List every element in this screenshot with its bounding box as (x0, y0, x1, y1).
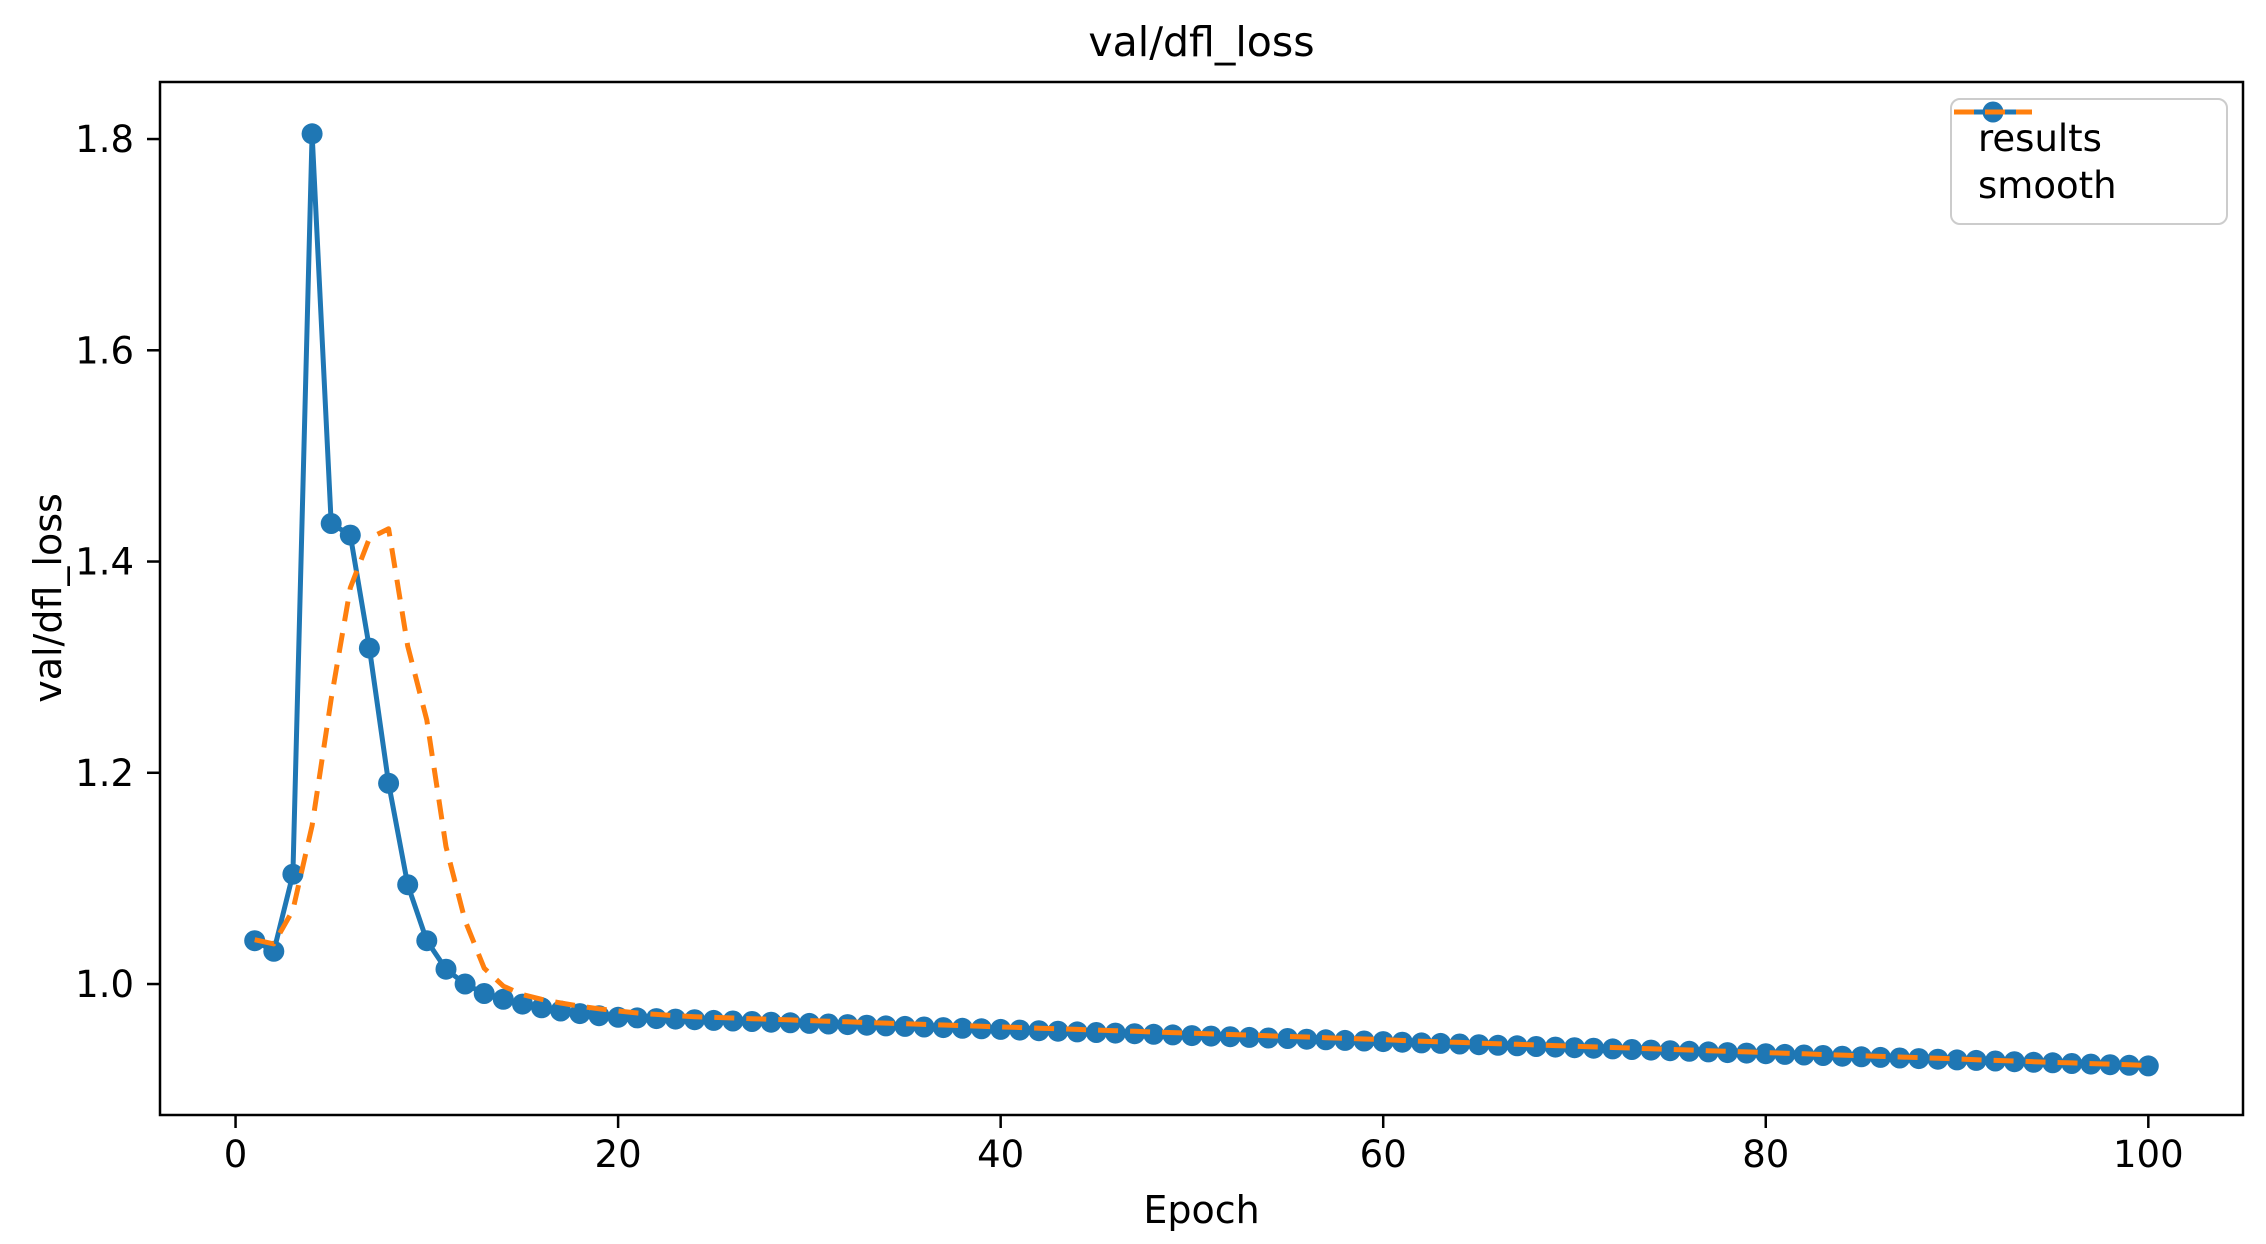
results-data-point (2137, 1055, 2159, 1077)
x-tick-label: 20 (595, 1133, 642, 1176)
results-data-point (1238, 1026, 1260, 1048)
results-data-point (512, 993, 533, 1015)
legend-item-smooth: smooth (1954, 109, 2208, 207)
x-tick-label: 100 (2113, 1133, 2184, 1176)
chart-title: val/dfl_loss (1088, 18, 1315, 66)
results-data-point (1659, 1040, 1681, 1062)
results-data-point (818, 1013, 839, 1035)
x-axis-label: Epoch (1143, 1188, 1260, 1232)
x-tick-label: 0 (224, 1133, 248, 1176)
results-data-point (1181, 1025, 1203, 1047)
results-data-point (1334, 1029, 1356, 1051)
legend-label-smooth: smooth (1978, 163, 2117, 207)
smooth-line (254, 526, 2149, 1068)
results-data-point (837, 1014, 859, 1036)
results-data-point (1085, 1022, 1107, 1043)
results-data-point (932, 1017, 954, 1039)
results-data-point (1372, 1031, 1394, 1053)
results-data-point (760, 1011, 782, 1033)
results-data-point (339, 524, 361, 546)
results-data-point (1850, 1046, 1872, 1068)
results-data-point (531, 997, 553, 1019)
results-data-point (1525, 1036, 1547, 1057)
results-data-point (703, 1009, 725, 1031)
results-data-point (722, 1010, 744, 1032)
y-tick-label: 1.4 (75, 541, 134, 584)
results-data-point (1812, 1045, 1834, 1066)
results-data-point (2042, 1052, 2064, 1074)
results-data-point (301, 123, 323, 145)
x-tick-label: 40 (977, 1133, 1024, 1176)
results-data-point (358, 637, 380, 659)
legend-label-results: results (1978, 116, 2102, 160)
results-data-point (1430, 1032, 1452, 1054)
smooth-line-sample-icon (1954, 109, 2032, 115)
y-tick-label: 1.6 (75, 329, 134, 372)
results-data-point (569, 1003, 591, 1025)
results-data-point (2099, 1054, 2121, 1076)
results-data-point (282, 863, 304, 885)
results-data-point (1717, 1042, 1738, 1064)
y-tick-label: 1.0 (75, 963, 134, 1006)
results-data-point (454, 973, 476, 995)
results-data-point (913, 1016, 935, 1038)
x-tick-label: 60 (1360, 1133, 1407, 1176)
results-data-point (1143, 1023, 1165, 1045)
results-data-point (1908, 1048, 1930, 1070)
x-tick-label: 80 (1742, 1133, 1789, 1176)
y-tick-label: 1.8 (75, 118, 134, 161)
results-data-point (473, 983, 495, 1004)
results-data-point (2003, 1051, 2025, 1073)
results-data-point (1564, 1037, 1585, 1059)
results-data-point (779, 1012, 801, 1034)
results-data-point (320, 513, 342, 534)
results-data-point (875, 1015, 897, 1037)
legend-item-results: results (1954, 101, 2208, 160)
results-data-point (741, 1011, 763, 1032)
results-data-point (378, 772, 400, 794)
results-data-point (1946, 1049, 1968, 1071)
results-data-point (990, 1018, 1012, 1040)
results-data-point (263, 940, 285, 962)
results-line (253, 131, 2149, 1069)
results-data-point (1621, 1039, 1643, 1060)
results-data-point (684, 1009, 706, 1031)
results-data-point (1047, 1020, 1069, 1042)
results-data-point (1755, 1043, 1777, 1065)
legend: results smooth (1950, 98, 2228, 225)
results-data-point (1009, 1019, 1031, 1041)
results-data-point (894, 1015, 916, 1037)
results-data-point (951, 1017, 973, 1039)
results-data-point (645, 1008, 667, 1030)
results-data-point (492, 988, 514, 1010)
results-data-point (435, 958, 457, 980)
results-data-point (665, 1008, 686, 1030)
results-data-point (416, 930, 438, 952)
results-data-point (1277, 1028, 1299, 1049)
results-data-point (1468, 1034, 1490, 1056)
y-tick-label: 1.2 (75, 752, 134, 795)
y-axis-label: val/dfl_loss (26, 493, 70, 703)
results-data-point (798, 1012, 820, 1034)
results-data-point (397, 874, 419, 896)
axes-spines (158, 80, 2245, 1117)
